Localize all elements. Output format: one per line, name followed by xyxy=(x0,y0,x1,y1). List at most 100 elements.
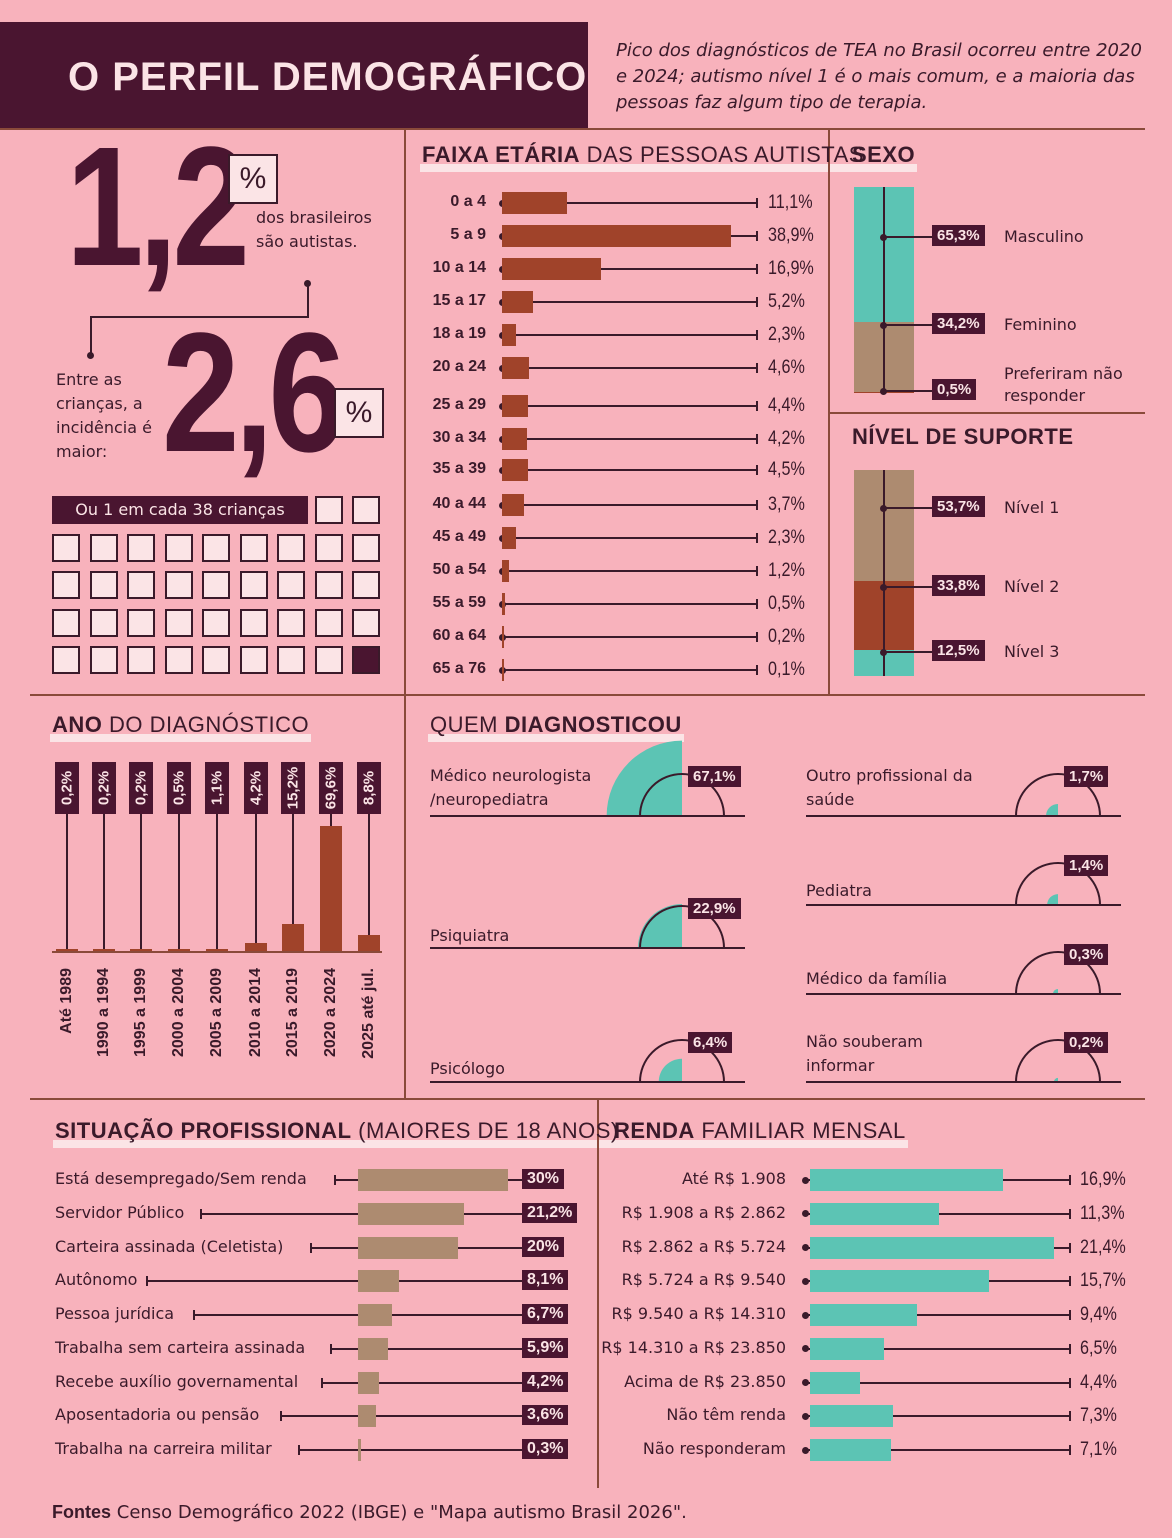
job-guide-line xyxy=(146,1280,522,1283)
income-guide-line xyxy=(806,1314,1070,1316)
grid-cell xyxy=(127,533,155,562)
job-value-tag: 6,7% xyxy=(522,1304,569,1324)
year-category-label: 2005 a 2009 xyxy=(208,968,225,1057)
year-value-label: 0,5% xyxy=(170,770,188,806)
sex-title-bold: SEXO xyxy=(852,142,916,167)
grid-cell xyxy=(202,533,230,562)
divider-v3 xyxy=(597,1100,599,1488)
grid-cell xyxy=(277,533,305,562)
grid-cell-filled xyxy=(352,646,380,674)
stack-leader xyxy=(884,586,934,588)
connector-dot-bottom xyxy=(87,352,94,359)
age-tick xyxy=(756,401,758,411)
income-tick xyxy=(1069,1175,1071,1185)
grid-cell xyxy=(89,533,118,562)
stat-big-2: 2,6 xyxy=(162,298,346,488)
year-title-rest: DO DIAGNÓSTICO xyxy=(109,712,310,737)
age-label: 10 a 14 xyxy=(432,259,486,276)
income-bar xyxy=(810,1169,1003,1191)
grid-cell xyxy=(52,646,80,674)
age-tick xyxy=(756,465,758,475)
age-guide-line xyxy=(502,405,757,407)
age-bar xyxy=(502,225,731,247)
income-bar xyxy=(810,1337,885,1360)
year-category-label: 2010 a 2014 xyxy=(247,968,264,1057)
job-bar xyxy=(358,1169,508,1191)
age-value-label: 4,2% xyxy=(768,428,805,449)
job-guide-line xyxy=(330,1347,522,1350)
job-category-label: Recebe auxílio governamental xyxy=(55,1371,299,1391)
job-category-label: Aposentadoria ou pensão xyxy=(55,1405,260,1425)
grid-cell xyxy=(314,646,343,674)
age-guide-line xyxy=(502,603,757,605)
age-guide-line xyxy=(502,504,757,506)
job-category-label: Trabalha sem carteira assinada xyxy=(55,1337,306,1357)
grid-cell xyxy=(239,533,268,562)
age-guide-line xyxy=(502,537,757,539)
job-bar xyxy=(358,1304,392,1326)
grid-cell xyxy=(89,608,118,637)
age-label: 65 a 76 xyxy=(432,660,486,677)
age-value-label: 0,2% xyxy=(768,626,805,647)
age-tick xyxy=(756,500,758,510)
job-value-tag: 3,6% xyxy=(522,1405,569,1426)
age-label: 15 a 17 xyxy=(432,292,486,309)
income-bar xyxy=(810,1439,891,1461)
job-value-tag: 20% xyxy=(522,1236,565,1257)
age-guide-line xyxy=(502,570,757,572)
who-value-tag: 0,2% xyxy=(1064,1032,1109,1053)
grid-cell xyxy=(52,608,80,637)
age-label: 25 a 29 xyxy=(432,396,486,413)
income-tick xyxy=(1069,1377,1071,1388)
age-bar xyxy=(502,192,568,214)
who-category-label: Pediatra xyxy=(806,881,872,900)
connector-dot-top xyxy=(304,280,311,287)
job-guide-line xyxy=(280,1415,522,1418)
age-value-label: 2,3% xyxy=(768,527,805,548)
grid-cell xyxy=(314,496,343,524)
grid-cell xyxy=(52,533,80,562)
age-value-label: 3,7% xyxy=(768,494,805,515)
year-category-label: Até 1989 xyxy=(58,968,75,1034)
grid-cell xyxy=(239,646,268,674)
job-title-rest: (MAIORES DE 18 ANOS) xyxy=(358,1118,619,1143)
year-value-label: 8,8% xyxy=(360,770,378,806)
job-category-label: Carteira assinada (Celetista) xyxy=(55,1236,284,1256)
income-category-label: Até R$ 1.908 xyxy=(681,1169,786,1188)
connector-line xyxy=(90,316,92,354)
income-tick xyxy=(1069,1343,1071,1354)
age-bar xyxy=(502,258,602,280)
job-tick xyxy=(321,1377,323,1388)
year-category-label: 1990 a 1994 xyxy=(95,968,112,1057)
year-value-label: 0,2% xyxy=(58,770,76,806)
income-guide-line xyxy=(806,1381,1070,1384)
job-category-label: Trabalha na carreira militar xyxy=(55,1439,272,1458)
grid-cell xyxy=(352,571,380,599)
job-value-tag: 30% xyxy=(522,1169,565,1189)
job-category-label: Pessoa jurídica xyxy=(55,1304,175,1323)
year-category-label: 2025 até jul. xyxy=(360,968,377,1059)
who-category-label: Não souberam informar xyxy=(806,1032,923,1075)
year-bar xyxy=(168,949,190,951)
year-value-tag: 0,2% xyxy=(129,762,153,814)
who-category-label: Médico neurologista /neuropediatra xyxy=(430,766,592,809)
age-tick xyxy=(756,231,758,241)
grid-cell xyxy=(352,608,380,637)
income-tick xyxy=(1069,1445,1071,1455)
one-in-38-label: Ou 1 em cada 38 crianças xyxy=(52,496,308,524)
divider-low xyxy=(30,1098,1145,1100)
year-value-tag: 15,2% xyxy=(281,762,305,814)
stack-dot xyxy=(880,583,887,591)
age-value-label: 1,2% xyxy=(768,560,805,581)
who-value-tag: 6,4% xyxy=(688,1032,733,1053)
job-tick xyxy=(330,1343,332,1354)
stack-leader xyxy=(884,651,934,653)
job-bar xyxy=(358,1405,376,1428)
income-dot xyxy=(802,1345,809,1353)
age-section-title: FAIXA ETÁRIA DAS PESSOAS AUTISTAS xyxy=(420,142,866,172)
age-value-label: 2,3% xyxy=(768,324,805,345)
job-guide-line xyxy=(193,1314,522,1316)
year-stem xyxy=(140,808,142,951)
divider-v2 xyxy=(828,130,830,695)
job-bar xyxy=(358,1236,458,1259)
